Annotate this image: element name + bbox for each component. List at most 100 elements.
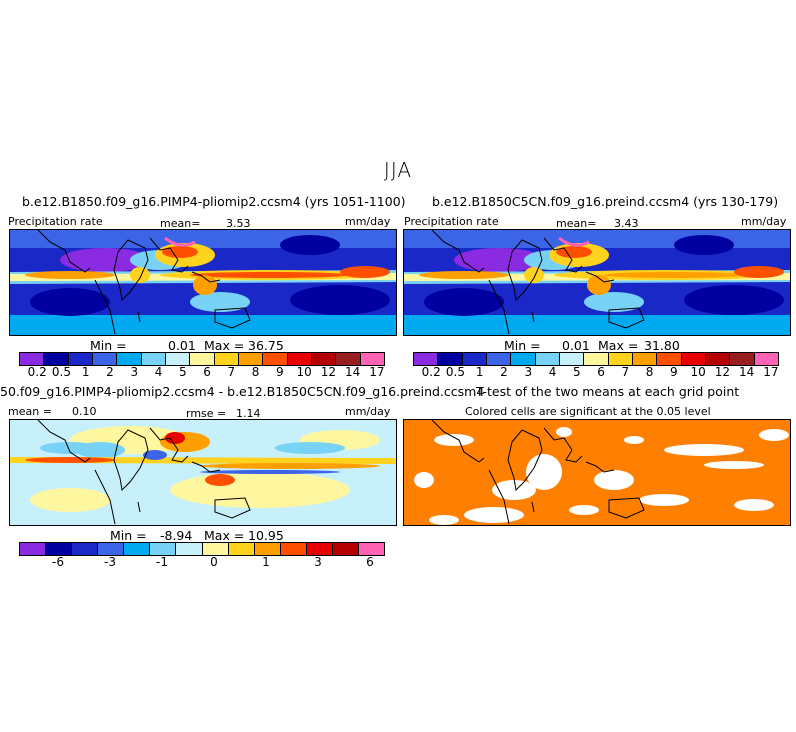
colorbar-cell — [263, 353, 288, 365]
panel2-colorbar — [413, 352, 779, 366]
colorbar-cell — [287, 353, 312, 365]
colorbar-label: 1 — [475, 365, 484, 379]
colorbar-cell — [214, 353, 239, 365]
panel2-colorbar-labels: 0.2 0.5 1 2 3 4 5 6 7 8 9 10 12 14 17 — [413, 365, 779, 379]
colorbar-label: 0.2 — [27, 365, 47, 379]
colorbar-cell — [681, 353, 706, 365]
colorbar-cell — [72, 543, 99, 555]
colorbar-label: 17 — [763, 365, 779, 379]
colorbar-cell — [117, 353, 142, 365]
colorbar-cell — [336, 353, 361, 365]
colorbar-cell — [20, 353, 45, 365]
colorbar-label: 10 — [690, 365, 706, 379]
colorbar-cell — [535, 353, 560, 365]
panel4-subtitle: Colored cells are significant at the 0.0… — [465, 405, 711, 418]
colorbar-cell — [202, 543, 229, 555]
panel2-mean-value: 3.43 — [614, 217, 639, 230]
colorbar-cell — [238, 353, 264, 365]
colorbar-cell — [511, 353, 536, 365]
colorbar-label: 8 — [251, 365, 260, 379]
colorbar-cell — [228, 543, 255, 555]
colorbar-label: 14 — [345, 365, 361, 379]
colorbar-cell — [306, 543, 333, 555]
colorbar-cell — [44, 353, 69, 365]
panel3-max-value: 10.95 — [248, 528, 284, 543]
colorbar-label: 3 — [524, 365, 533, 379]
colorbar-cell — [92, 353, 118, 365]
colorbar-cell — [254, 543, 281, 555]
colorbar-label: -3 — [104, 555, 116, 569]
colorbar-label: 0.5 — [51, 365, 71, 379]
panel3-rmse-label: rmse = — [186, 407, 227, 420]
colorbar-label: 9 — [276, 365, 284, 379]
colorbar-label: 17 — [369, 365, 385, 379]
colorbar-label: 5 — [178, 365, 187, 379]
panel1-map — [9, 229, 397, 336]
panel1-min-label: Min = — [90, 338, 127, 353]
colorbar-cell — [124, 543, 151, 555]
colorbar-cell — [438, 353, 463, 365]
colorbar-cell — [414, 353, 439, 365]
colorbar-cell — [584, 353, 609, 365]
panel3-mean-value: 0.10 — [72, 405, 97, 418]
panel1-units: mm/day — [345, 215, 391, 228]
colorbar-label: 6 — [366, 555, 374, 569]
panel1-max-label: Max = — [204, 338, 245, 353]
panel2-left-label: Precipitation rate — [404, 215, 499, 228]
panel3-units: mm/day — [345, 405, 391, 418]
colorbar-cell — [311, 353, 337, 365]
colorbar-label: 0.5 — [445, 365, 465, 379]
colorbar-label: 14 — [739, 365, 755, 379]
panel2-title: b.e12.B1850C5CN.f09_g16.preind.ccsm4 (yr… — [432, 194, 779, 209]
panel3-rmse-value: 1.14 — [236, 407, 261, 420]
colorbar-label: 10 — [296, 365, 312, 379]
colorbar-label: 4 — [548, 365, 557, 379]
panel3-min-value: -8.94 — [160, 528, 193, 543]
colorbar-label: 7 — [621, 365, 630, 379]
panel2-mean-label: mean= — [556, 217, 597, 230]
colorbar-cell — [165, 353, 191, 365]
colorbar-cell — [141, 353, 166, 365]
colorbar-cell — [705, 353, 731, 365]
colorbar-cell — [632, 353, 658, 365]
colorbar-cell — [176, 543, 203, 555]
panel3-min-label: Min = — [110, 528, 147, 543]
colorbar-cell — [754, 353, 778, 365]
panel1-mean-label: mean= — [160, 217, 201, 230]
panel3-colorbar-labels: -6 -3 -1 0 1 3 6 — [19, 555, 383, 569]
panel1-left-label: Precipitation rate — [8, 215, 103, 228]
colorbar-label: 2 — [106, 365, 114, 379]
colorbar-label: -1 — [156, 555, 168, 569]
colorbar-label: 3 — [130, 365, 139, 379]
colorbar-cell — [190, 353, 215, 365]
panel2-min-label: Min = — [504, 338, 541, 353]
colorbar-cell — [359, 543, 385, 555]
colorbar-label: 6 — [203, 365, 211, 379]
colorbar-cell — [20, 543, 47, 555]
colorbar-label: 5 — [572, 365, 581, 379]
colorbar-label: 9 — [670, 365, 678, 379]
panel1-mean-value: 3.53 — [226, 217, 251, 230]
colorbar-cell — [462, 353, 487, 365]
colorbar-cell — [559, 353, 585, 365]
season-title: JJA — [383, 158, 413, 182]
panel1-colorbar — [19, 352, 385, 366]
panel3-max-label: Max = — [204, 528, 245, 543]
panel4-map — [403, 419, 791, 526]
colorbar-label: 1 — [81, 365, 90, 379]
colorbar-label: 0 — [210, 555, 218, 569]
colorbar-cell — [150, 543, 177, 555]
colorbar-label: 0.2 — [421, 365, 441, 379]
panel2-max-value: 31.80 — [644, 338, 680, 353]
panel3-mean-label: mean = — [8, 405, 52, 418]
colorbar-label: 4 — [154, 365, 163, 379]
colorbar-label: 7 — [227, 365, 236, 379]
colorbar-label: 2 — [500, 365, 508, 379]
colorbar-label: 12 — [714, 365, 731, 379]
panel1-min-value: 0.01 — [168, 338, 196, 353]
colorbar-cell — [332, 543, 360, 555]
panel3-title: 50.f09_g16.PIMP4-pliomip2.ccsm4 - b.e12.… — [0, 384, 485, 399]
colorbar-cell — [608, 353, 633, 365]
colorbar-cell — [98, 543, 125, 555]
panel2-map — [403, 229, 791, 336]
